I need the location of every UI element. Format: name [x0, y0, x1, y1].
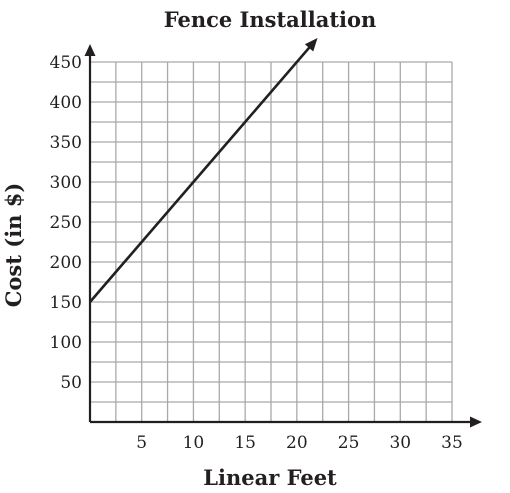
x-tick-label: 25: [338, 433, 360, 453]
y-tick-label: 450: [50, 53, 82, 73]
y-tick-label: 200: [50, 253, 82, 273]
grid: [90, 61, 453, 422]
chart-title: Fence Installation: [164, 7, 377, 32]
y-tick-label: 50: [60, 373, 82, 393]
y-axis-title: Cost (in $): [1, 183, 26, 308]
axes: [84, 44, 482, 428]
y-tick-labels: 50 100 150 200 250 300 350 400 450: [50, 53, 82, 393]
x-tick-label: 15: [234, 433, 256, 453]
x-axis-title: Linear Feet: [203, 465, 337, 490]
x-axis-arrow: [470, 416, 482, 428]
x-tick-label: 5: [136, 433, 147, 453]
series-line: [89, 45, 312, 303]
x-tick-label: 10: [183, 433, 205, 453]
y-tick-label: 400: [50, 93, 82, 113]
series: [89, 38, 318, 303]
series-line-arrow: [304, 38, 318, 52]
x-tick-label: 35: [441, 433, 463, 453]
y-tick-label: 300: [50, 173, 82, 193]
y-tick-label: 350: [50, 133, 82, 153]
y-tick-label: 150: [50, 293, 82, 313]
y-axis-arrow: [84, 44, 96, 56]
x-tick-label: 30: [389, 433, 411, 453]
y-tick-label: 100: [50, 333, 82, 353]
x-tick-labels: 5 10 15 20 25 30 35: [136, 433, 463, 453]
x-tick-label: 20: [286, 433, 308, 453]
y-tick-label: 250: [50, 213, 82, 233]
